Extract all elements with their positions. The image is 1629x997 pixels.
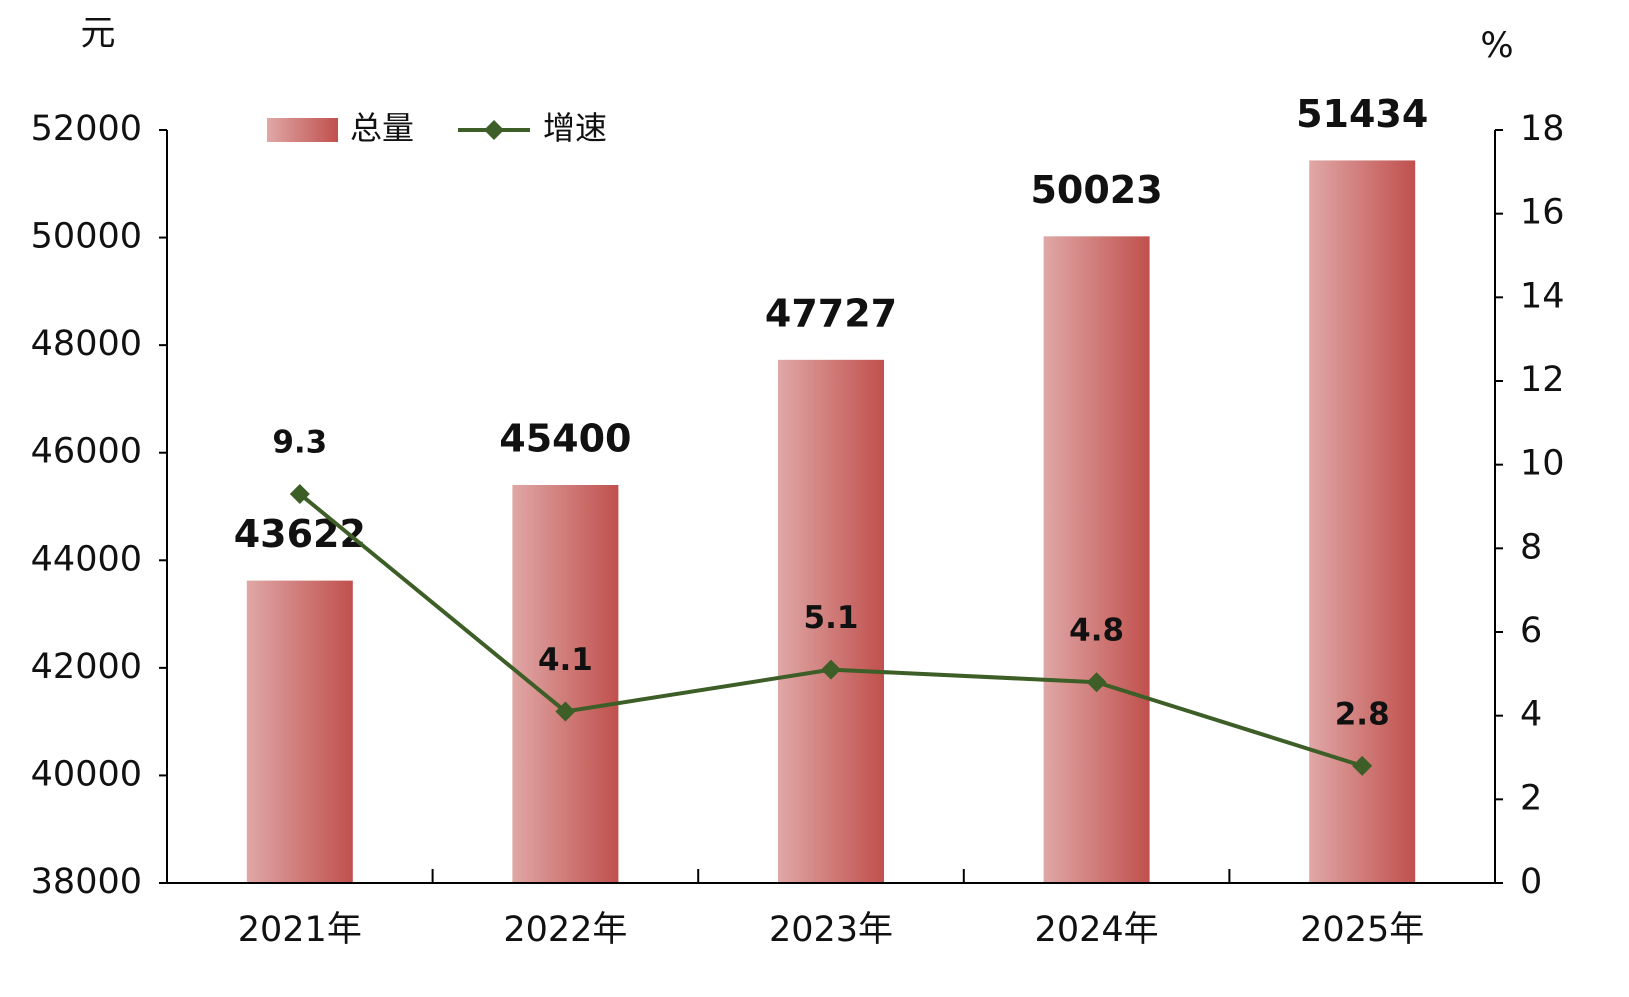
y-tick-label: 42000 (31, 647, 142, 687)
x-tick-label: 2022年 (503, 910, 627, 950)
growth-marker (555, 701, 576, 722)
y-tick-label: 48000 (31, 324, 142, 364)
y2-unit: % (1480, 26, 1513, 66)
x-tick-label: 2023年 (769, 910, 893, 950)
bar-value-label: 47727 (765, 291, 897, 335)
growth-marker (1352, 755, 1373, 776)
y2-tick-label: 0 (1520, 862, 1542, 902)
bar-value-label: 51434 (1296, 92, 1428, 136)
growth-marker (821, 659, 841, 680)
y-tick-label: 50000 (31, 217, 142, 257)
y2-tick-label: 6 (1520, 611, 1542, 651)
bar (512, 484, 619, 883)
y2-tick-label: 2 (1520, 778, 1542, 818)
legend-marker (484, 120, 504, 140)
y2-tick-label: 4 (1520, 695, 1542, 735)
growth-marker (289, 483, 310, 504)
y-tick-label: 44000 (31, 539, 142, 579)
bar-value-label: 50023 (1030, 168, 1162, 212)
line-value-label: 5.1 (804, 600, 859, 636)
y-unit: 元 (80, 14, 115, 54)
x-tick-label: 2024年 (1035, 910, 1159, 950)
y2-tick-label: 10 (1520, 444, 1565, 484)
y-tick-label: 38000 (31, 862, 142, 902)
line-value-label: 2.8 (1335, 696, 1390, 732)
y2-tick-label: 16 (1520, 193, 1565, 233)
legend-label: 增速 (543, 109, 607, 147)
growth-marker (1086, 672, 1107, 693)
y-tick-label: 52000 (31, 109, 142, 149)
bar (246, 580, 353, 883)
y2-tick-label: 12 (1520, 360, 1565, 400)
x-tick-label: 2025年 (1300, 910, 1424, 950)
legend-label: 总量 (350, 109, 414, 147)
x-tick-label: 2021年 (238, 910, 362, 950)
line-value-label: 9.3 (272, 424, 327, 460)
y-tick-label: 40000 (31, 754, 142, 794)
legend-swatch-bar (267, 118, 338, 142)
line-value-label: 4.1 (538, 642, 593, 678)
bar (1043, 236, 1150, 883)
bar (778, 359, 884, 883)
bar-value-label: 43622 (234, 512, 366, 556)
y-tick-label: 46000 (31, 432, 142, 472)
y2-tick-label: 18 (1520, 109, 1565, 149)
y2-tick-label: 8 (1520, 527, 1542, 567)
y2-tick-label: 14 (1520, 276, 1565, 316)
line-value-label: 4.8 (1069, 613, 1124, 649)
bar-value-label: 45400 (499, 416, 631, 460)
